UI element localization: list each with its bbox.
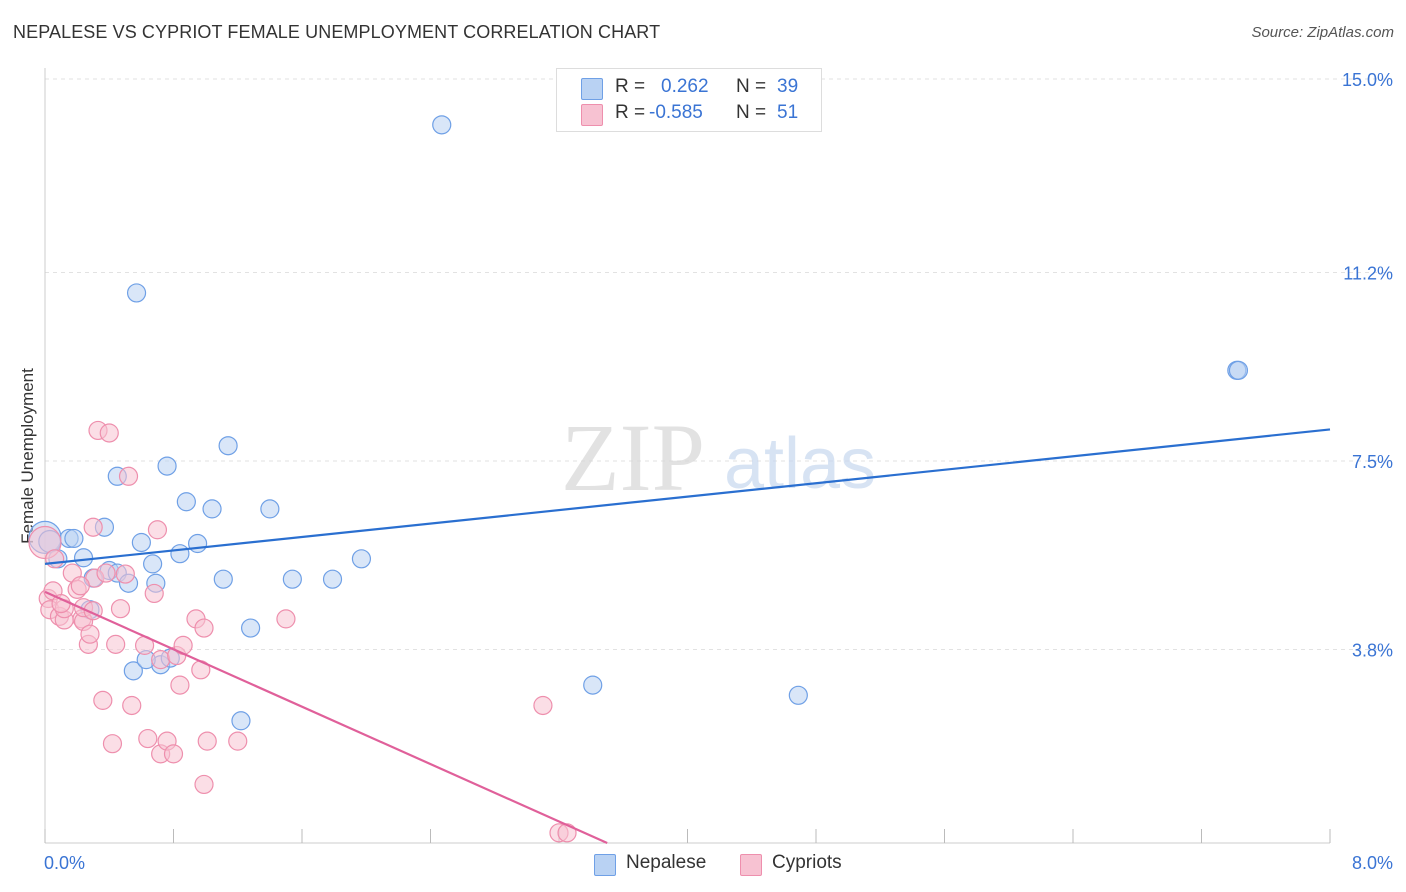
y-tick-label: 11.2% [1343,264,1393,284]
nepalese-point [260,499,280,519]
cypriots-point [557,823,577,843]
cypriots-point [194,618,214,638]
cypriots-point [118,466,139,486]
cypriots-points [28,420,577,843]
cypriots-point [533,695,553,716]
watermark-zip: ZIP [561,404,705,511]
y-tick-label: 7.5% [1352,452,1393,472]
cypriots-point [93,690,113,710]
cypriots-point [194,774,214,795]
legend-r-label: R = [615,76,646,97]
nepalese-swatch [581,78,603,100]
legend-n-label: N = [736,76,767,97]
cypriots-point [144,583,164,604]
cypriots-point [45,549,65,569]
cypriots-point [70,576,90,596]
nepalese-point [583,675,603,695]
cypriots-point [170,675,190,695]
nepalese-trend-line [44,428,1331,565]
trend-lines [44,428,1331,845]
cypriots-point [197,731,217,751]
legend-n-value: 39 [777,76,799,97]
nepalese-point [218,436,238,456]
nepalese-point [282,569,302,589]
nepalese-point [157,456,177,476]
legend-r-value: -0.585 [649,102,703,123]
cypriots-point [80,624,100,644]
legend-r-label: R = [615,102,646,123]
nepalese-point [788,685,808,705]
nepalese-point [213,569,233,589]
cypriots-legend-swatch [740,854,762,876]
nepalese-point [432,115,452,135]
nepalese-point [131,532,151,553]
nepalese-point [241,618,261,638]
source-label: Source: ZipAtlas.com [1251,24,1394,41]
series-legend: Nepalese Cypriots [0,852,1406,878]
cypriots-point [83,517,103,537]
chart-title: NEPALESE VS CYPRIOT FEMALE UNEMPLOYMENT … [13,22,661,42]
y-tick-label: 3.8% [1352,640,1393,660]
nepalese-legend-label: Nepalese [626,852,707,873]
correlation-legend: R = 0.262 N = 39 R = -0.585 N = 51 [556,68,822,132]
x-tick-label: 8.0% [1352,853,1393,873]
cypriots-point [99,423,119,443]
nepalese-point [202,499,222,519]
nepalese-point [187,533,208,554]
nepalese-point [351,549,372,569]
x-tick-label: 0.0% [44,853,85,873]
cypriots-point [122,695,142,716]
cypriots-point [163,744,184,764]
cypriots-point [138,728,158,749]
cypriots-swatch [581,104,603,126]
cypriots-point [147,520,168,540]
cypriots-point [102,734,123,754]
cypriots-point [110,599,131,619]
nepalese-point [143,554,163,574]
nepalese-point [73,548,94,568]
nepalese-point [231,711,251,731]
watermark-atlas: atlas [724,424,876,504]
grid-lines [45,78,1392,650]
y-tick-label: 15.0% [1342,70,1393,90]
nepalese-legend-swatch [594,854,616,876]
legend-r-value: 0.262 [661,76,709,97]
nepalese-point [322,569,343,589]
nepalese-point [64,528,84,549]
cypriots-point [115,564,135,584]
nepalese-point [123,661,143,681]
cypriots-point [276,609,296,629]
cypriots-point [151,650,171,670]
cypriots-point [106,634,126,654]
cypriots-point [228,731,248,751]
legend-n-label: N = [736,102,767,123]
nepalese-point [170,544,190,564]
cypriots-point [96,563,116,583]
nepalese-point [176,492,196,512]
cypriots-trend-line [44,590,608,845]
tick-labels: 3.8% 7.5% 11.2% 15.0% 0.0% 8.0% [44,70,1393,873]
nepalese-point [1228,360,1249,380]
cypriots-legend-label: Cypriots [772,852,842,873]
nepalese-point [126,283,147,303]
legend-n-value: 51 [777,102,799,123]
